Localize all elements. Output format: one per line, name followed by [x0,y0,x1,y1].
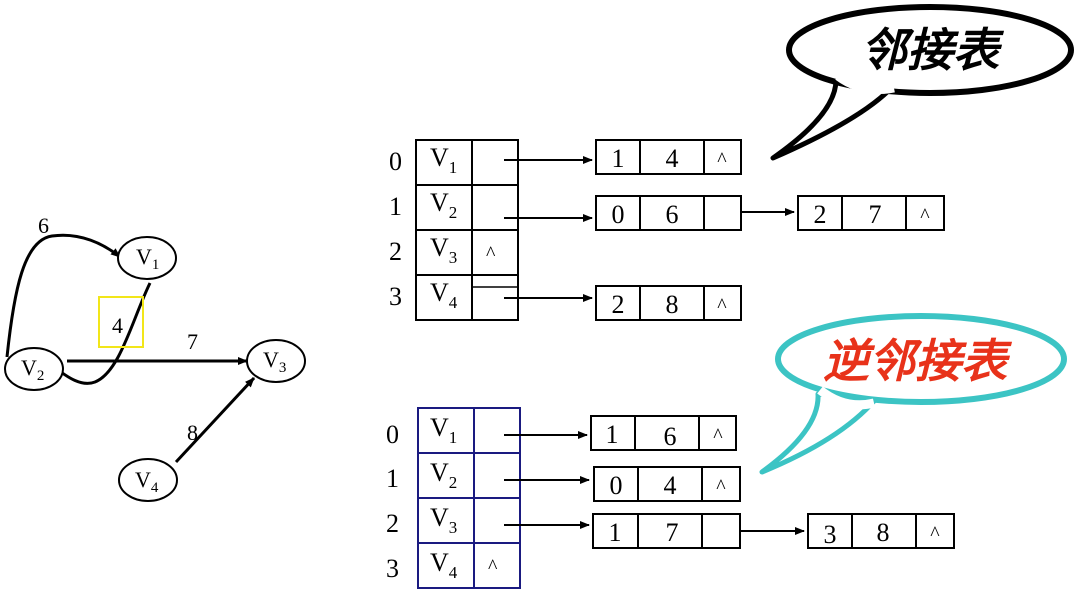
svg-text:2: 2 [612,290,625,319]
adj-node: 0 6 [595,195,742,231]
inv-row-3: 3 V4 ^ [386,548,498,583]
svg-text:0: 0 [610,471,623,500]
adjacency-callout: 邻接表 [770,4,1074,161]
inv-row-2: 2 V3 [386,503,457,538]
svg-text:8: 8 [666,290,679,319]
inv-node: 1 7 [592,513,741,549]
adj-node: 2 7 ^ [797,195,945,231]
svg-text:^: ^ [713,425,723,447]
svg-text:4: 4 [666,144,679,173]
svg-text:0: 0 [612,200,625,229]
edge-v4-v3 [174,376,256,464]
adj-vertex: V4 [430,278,458,312]
adj-row-3: 3 V4 [389,278,458,312]
adj-node: 2 8 ^ [595,285,742,321]
edge-weight-6: 6 [38,213,49,238]
inv-vertex: V2 [430,458,457,492]
adjacency-callout-text: 邻接表 [861,23,1005,77]
svg-text:4: 4 [664,471,677,500]
vertex-v1: V1 [117,236,177,280]
svg-text:1: 1 [606,420,619,449]
svg-text:V2: V2 [21,355,44,384]
adj-row-2: 2 V3 ^ [389,233,496,267]
adj-vertex: V2 [430,188,457,222]
highlight-box [98,296,144,348]
edge-weight-4: 4 [112,313,123,338]
svg-text:^: ^ [717,149,727,171]
adj-node: 1 4 ^ [595,139,742,175]
inv-index: 1 [386,464,399,493]
inv-row-1: 1 V2 [386,458,457,493]
adj-index: 1 [389,192,402,221]
inv-node: 0 4 ^ [593,466,741,502]
adj-row-1: 1 V2 [389,188,457,222]
svg-text:^: ^ [717,295,727,317]
inv-node: 1 6 ^ [590,415,737,451]
inv-row-0: 0 V1 [386,413,457,449]
edge-v2-v1 [5,233,121,358]
adj-index: 2 [389,237,402,266]
inv-vertex: V4 [430,548,458,582]
svg-text:1: 1 [609,518,622,547]
svg-text:^: ^ [716,476,726,498]
adj-index: 0 [389,147,402,176]
svg-text:V1: V1 [136,244,159,273]
inv-index: 3 [386,554,399,583]
svg-text:^: ^ [930,523,940,545]
inverse-callout-text: 逆邻接表 [823,334,1013,388]
edge-weight-7: 7 [187,329,198,354]
inv-index: 0 [386,420,399,449]
adj-row-0: 0 V1 [389,143,457,177]
inv-vertex: V1 [430,413,457,447]
inv-index: 2 [386,509,399,538]
inverse-adjacency-list: 0 V1 1 V2 2 V3 3 V4 ^ 1 6 ^ [386,407,955,589]
directed-graph: 6 4 7 8 V1 V2 V3 V4 [4,213,306,502]
svg-text:3: 3 [824,520,837,549]
svg-text:6: 6 [666,200,679,229]
null-pointer: ^ [488,556,498,578]
svg-text:V3: V3 [263,347,286,376]
svg-text:7: 7 [869,200,882,229]
inv-node: 3 8 ^ [807,513,955,549]
edge-v1-v2 [52,282,152,385]
svg-text:V4: V4 [135,467,159,496]
adj-index: 3 [389,282,402,311]
edge-weight-8: 8 [187,420,198,445]
svg-text:2: 2 [814,200,827,229]
svg-text:^: ^ [920,205,930,227]
inverse-callout: 逆邻接表 [759,313,1067,475]
svg-text:8: 8 [877,518,890,547]
vertex-v4: V4 [118,458,178,502]
svg-text:1: 1 [612,144,625,173]
vertex-v2: V2 [4,347,64,391]
adj-vertex: V3 [430,233,457,267]
inv-vertex: V3 [430,503,457,537]
adj-vertex: V1 [430,143,457,177]
vertex-v3: V3 [246,339,306,383]
svg-text:7: 7 [666,518,679,547]
svg-text:6: 6 [664,422,677,451]
adjacency-list: 0 V1 1 V2 2 V3 ^ 3 V4 1 4 [389,139,945,321]
null-pointer: ^ [486,243,496,265]
